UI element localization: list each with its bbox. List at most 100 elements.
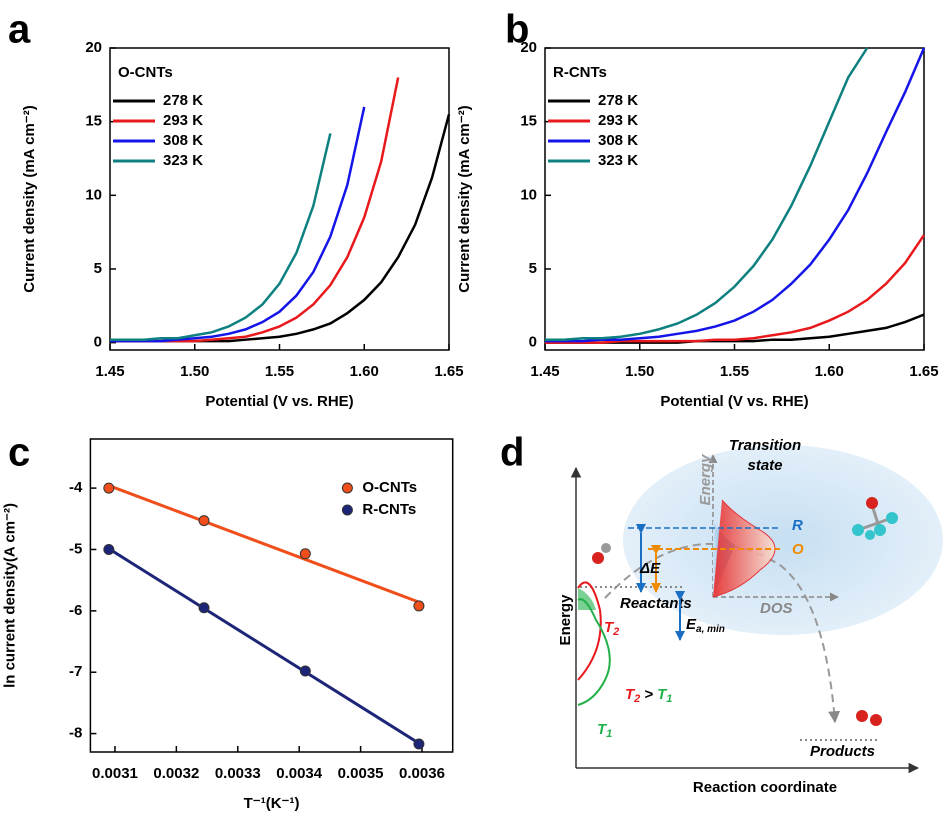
fit-line — [108, 484, 420, 604]
label-main: T — [657, 686, 668, 703]
fit-line — [108, 547, 420, 745]
point — [198, 515, 210, 527]
label-main: E — [686, 616, 697, 633]
molecule — [592, 497, 898, 726]
x-tick-label: 0.0031 — [92, 765, 138, 782]
panel-letter: b — [505, 8, 529, 52]
label-main: T — [597, 721, 608, 738]
axis-label: Energy — [557, 594, 574, 646]
x-axis-label: Potential (V vs. RHE) — [660, 393, 808, 410]
legend-label: 323 K — [598, 152, 638, 169]
legend-label: 278 K — [598, 92, 638, 109]
series-line — [545, 47, 869, 341]
y-tick-label: 5 — [94, 260, 102, 277]
x-tick-label: 0.0032 — [153, 765, 199, 782]
x-tick-label: 0.0035 — [338, 765, 384, 782]
label-sub: 2 — [633, 693, 640, 705]
y-tick-label: -8 — [69, 725, 82, 742]
y-tick-label: 15 — [520, 113, 537, 130]
legend-label: R-CNTs — [362, 501, 416, 518]
axis-label: DOS — [760, 600, 793, 617]
point — [103, 482, 115, 494]
label: state — [747, 457, 782, 474]
plot-frame — [109, 47, 450, 351]
legend-label: O-CNTs — [362, 479, 417, 496]
x-axis-label: T⁻¹(K⁻¹) — [244, 795, 300, 812]
y-axis-label: ln current density(A cm⁻²) — [1, 503, 18, 688]
label-sub: a, min — [696, 624, 725, 635]
legend-label: 293 K — [163, 112, 203, 129]
x-tick-label: 0.0036 — [399, 765, 445, 782]
label-sub: 1 — [606, 728, 612, 740]
y-tick-label: -6 — [69, 602, 82, 619]
highlight — [623, 445, 943, 635]
y-tick-label: 10 — [85, 186, 102, 203]
label: T2 — [604, 619, 619, 638]
point — [413, 600, 425, 612]
label: Ea, min — [686, 616, 725, 635]
y-tick-label: 0 — [94, 334, 102, 351]
y-tick-label: 20 — [520, 39, 537, 56]
x-tick-label: 1.65 — [434, 363, 463, 380]
label: Transition — [729, 437, 801, 454]
legend-label: 308 K — [163, 132, 203, 149]
y-axis-label: Current density (mA cm⁻²) — [456, 105, 473, 292]
y-tick-label: -7 — [69, 663, 82, 680]
distribution-fill — [578, 588, 596, 610]
schematic: d Energy Reaction coordinate Reactants P… — [500, 431, 943, 796]
axis-label: Reaction coordinate — [693, 779, 837, 796]
distribution — [577, 581, 602, 681]
y-tick-label: 10 — [520, 186, 537, 203]
x-tick-label: 1.50 — [625, 363, 654, 380]
label-op: > — [644, 686, 653, 703]
label: R — [792, 517, 803, 534]
point — [103, 543, 115, 555]
x-tick-label: 1.60 — [815, 363, 844, 380]
x-tick-label: 1.45 — [530, 363, 559, 380]
label-sub: 1 — [666, 693, 672, 705]
legend-title: R-CNTs — [553, 64, 607, 81]
plot-frame — [89, 438, 454, 753]
x-tick-label: 1.60 — [350, 363, 379, 380]
point — [413, 738, 425, 750]
label: Reactants — [620, 595, 692, 612]
point — [299, 665, 311, 677]
series-line — [110, 133, 332, 341]
series-line — [110, 113, 451, 343]
y-tick-label: -5 — [69, 540, 82, 557]
y-axis-label: Current density (mA cm⁻²) — [21, 105, 38, 292]
label-main: T — [604, 619, 615, 636]
label: Products — [810, 743, 875, 760]
label-main: T — [625, 686, 636, 703]
label: ΔE — [639, 560, 661, 577]
panel-letter: c — [8, 431, 30, 475]
x-tick-label: 1.50 — [180, 363, 209, 380]
point — [299, 548, 311, 560]
series-line — [545, 234, 926, 344]
label-sub: 2 — [612, 626, 619, 638]
x-tick-label: 1.45 — [95, 363, 124, 380]
y-tick-label: 5 — [529, 260, 537, 277]
legend-label: 293 K — [598, 112, 638, 129]
point — [198, 602, 210, 614]
label: T1 — [597, 721, 612, 740]
x-axis-label: Potential (V vs. RHE) — [205, 393, 353, 410]
panel-letter: a — [8, 8, 31, 52]
legend-label: 323 K — [163, 152, 203, 169]
y-tick-label: -4 — [69, 479, 83, 496]
distribution — [577, 598, 611, 706]
series-line — [545, 47, 926, 343]
legend-marker — [341, 504, 353, 516]
legend-marker — [341, 482, 353, 494]
series-line — [110, 77, 400, 343]
y-tick-label: 15 — [85, 113, 102, 130]
x-tick-label: 1.65 — [909, 363, 938, 380]
y-tick-label: 0 — [529, 334, 537, 351]
y-tick-label: 20 — [85, 39, 102, 56]
x-tick-label: 0.0034 — [276, 765, 323, 782]
label: O — [792, 541, 804, 558]
legend-title: O-CNTs — [118, 64, 173, 81]
axis-label: Energy — [697, 454, 714, 506]
legend-label: 278 K — [163, 92, 203, 109]
